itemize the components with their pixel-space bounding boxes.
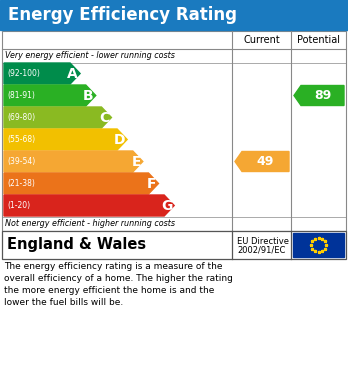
Bar [293,233,344,257]
Bar [2,31,346,231]
Text: Not energy efficient - higher running costs: Not energy efficient - higher running co… [5,219,175,228]
Text: (81-91): (81-91) [7,91,35,100]
Text: G: G [161,199,172,212]
Text: Energy Efficiency Rating: Energy Efficiency Rating [8,6,237,24]
Bar [0,0,348,30]
Text: B: B [83,88,94,102]
Text: England & Wales: England & Wales [7,237,146,253]
Text: (69-80): (69-80) [7,113,35,122]
Polygon shape [4,63,80,84]
Text: (39-54): (39-54) [7,157,35,166]
Polygon shape [294,86,344,106]
Text: A: A [67,66,78,81]
Text: 89: 89 [314,89,331,102]
Text: Potential: Potential [297,35,340,45]
Polygon shape [4,129,127,150]
Text: EU Directive: EU Directive [237,237,289,246]
Text: C: C [99,111,109,124]
Text: Current: Current [243,35,280,45]
Text: F: F [147,176,157,190]
Polygon shape [4,151,143,172]
Text: Very energy efficient - lower running costs: Very energy efficient - lower running co… [5,52,175,61]
Polygon shape [4,85,96,106]
Text: 2002/91/EC: 2002/91/EC [237,246,285,255]
Text: D: D [113,133,125,147]
Text: (55-68): (55-68) [7,135,35,144]
Text: The energy efficiency rating is a measure of the
overall efficiency of a home. T: The energy efficiency rating is a measur… [4,262,233,307]
Polygon shape [4,195,174,216]
Bar [2,231,346,259]
Text: (1-20): (1-20) [7,201,30,210]
Polygon shape [4,107,111,128]
Text: (92-100): (92-100) [7,69,40,78]
Text: E: E [131,154,141,169]
Text: (21-38): (21-38) [7,179,35,188]
Polygon shape [4,173,158,194]
Text: 49: 49 [257,155,274,168]
Polygon shape [235,151,289,172]
